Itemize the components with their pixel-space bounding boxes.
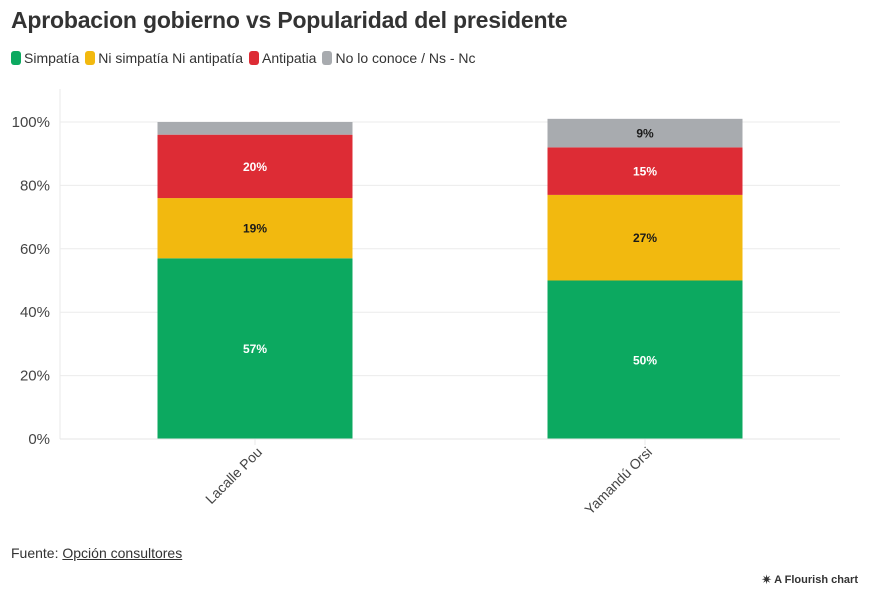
source-prefix: Fuente: <box>11 545 63 561</box>
legend-swatch-simpatia <box>11 51 21 65</box>
data-label: 15% <box>633 165 657 179</box>
y-tick-label: 60% <box>20 241 50 258</box>
data-label: 50% <box>633 353 657 367</box>
bar-segment <box>157 198 353 259</box>
y-tick-label: 40% <box>20 304 50 321</box>
y-tick-label: 20% <box>20 368 50 385</box>
flourish-credit[interactable]: ✷ A Flourish chart <box>761 572 858 588</box>
source-link[interactable]: Opción consultores <box>62 545 183 561</box>
bar-segment <box>157 258 353 439</box>
bar-segment <box>547 147 743 195</box>
x-tick-label: Lacalle Pou <box>202 444 265 507</box>
bar-segment <box>157 122 353 135</box>
legend-label: Ni simpatía Ni antipatía <box>98 50 243 66</box>
y-tick-label: 0% <box>28 431 50 448</box>
legend-item-simpatia[interactable]: Simpatía <box>11 50 79 66</box>
bar-segment <box>547 280 743 439</box>
bar-segment <box>157 134 353 199</box>
chart-title: Aprobacion gobierno vs Popularidad del p… <box>11 7 568 33</box>
data-label: 19% <box>243 222 267 236</box>
y-tick-label: 80% <box>20 177 50 194</box>
data-label: 9% <box>636 127 654 141</box>
data-label: 57% <box>243 342 267 356</box>
flourish-star-icon: ✷ <box>761 572 773 587</box>
legend-item-antipatia[interactable]: Antipatia <box>248 50 317 66</box>
legend-item-neutral[interactable]: Ni simpatía Ni antipatía <box>85 50 243 66</box>
x-tick-label: Yamandú Orsi <box>581 444 655 518</box>
legend-swatch-neutral <box>85 51 96 65</box>
source-note: Fuente: Opción consultores <box>11 545 182 561</box>
data-label: 20% <box>243 160 267 174</box>
legend-swatch-antipatia <box>248 51 259 65</box>
bar-segment <box>547 194 743 281</box>
legend-item-no-conoce[interactable]: No lo conoce / Ns - Nc <box>322 50 476 66</box>
bar-segment <box>547 118 743 148</box>
legend-label: Antipatia <box>261 50 317 66</box>
legend-label: No lo conoce / Ns - Nc <box>335 50 476 66</box>
credit-label: A Flourish chart <box>774 574 858 586</box>
legend: Simpatía Ni simpatía Ni antipatía Antipa… <box>11 50 482 66</box>
legend-swatch-no-conoce <box>322 51 333 65</box>
legend-label: Simpatía <box>24 50 80 66</box>
chart-plot: 0% 20% 40% 60% 80% 100% 57% 19% 20% Lacalle Pou 50… <box>12 89 840 518</box>
data-label: 27% <box>633 231 657 245</box>
y-tick-label: 100% <box>12 114 50 131</box>
